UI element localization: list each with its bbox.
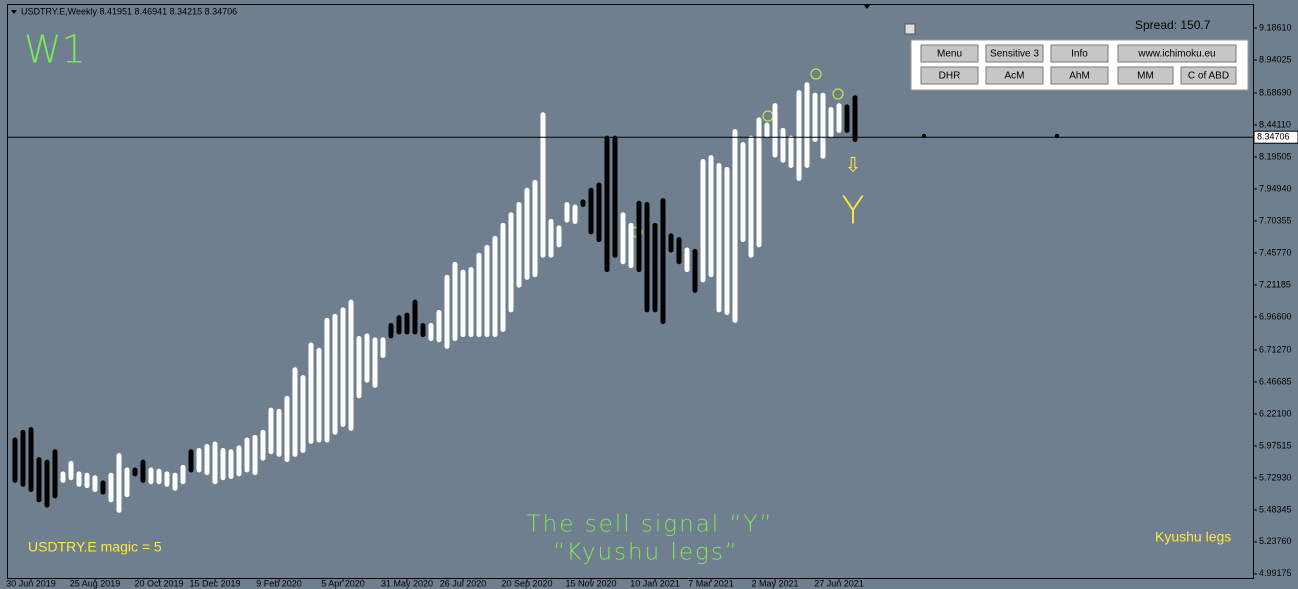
y-tick-label: 5.72930	[1259, 472, 1292, 482]
button-face[interactable]	[1117, 66, 1174, 85]
x-tick-label: 31 May 2020	[381, 578, 433, 588]
button-label[interactable]: C of ABD	[1188, 71, 1229, 82]
y-tick-label: 8.94025	[1259, 54, 1292, 64]
panel-button[interactable]: C of ABD	[1180, 66, 1237, 85]
panel-button[interactable]: www.ichimoku.eu	[1117, 44, 1237, 63]
signal-letter: Y	[841, 189, 864, 233]
y-tick-label: 8.19505	[1259, 151, 1292, 161]
y-tick-label: 8.44110	[1259, 119, 1291, 129]
smiley	[810, 68, 822, 80]
button-face[interactable]	[1180, 66, 1237, 85]
x-tick-label: 20 Sep 2020	[501, 578, 552, 588]
panel-button[interactable]: AhM	[1050, 66, 1109, 85]
y-tick-label: 7.94940	[1259, 183, 1292, 193]
caption-line: “Kyushu legs”	[553, 540, 739, 566]
shift-marker	[863, 4, 871, 9]
button-label[interactable]: www.ichimoku.eu	[1137, 49, 1215, 60]
panel-button[interactable]: Menu	[920, 44, 979, 63]
panel-button[interactable]: MM	[1117, 66, 1174, 85]
button-face[interactable]	[985, 66, 1044, 85]
x-tick-label: 15 Dec 2019	[189, 578, 240, 588]
button-label[interactable]: DHR	[939, 71, 961, 82]
x-tick-label: 5 Apr 2020	[321, 578, 365, 588]
current-price-box	[1253, 130, 1298, 144]
y-tick-label: 4.99175	[1259, 568, 1292, 578]
button-label[interactable]: MM	[1137, 71, 1154, 82]
x-tick-label: 15 Nov 2020	[565, 578, 616, 588]
x-tick-label: 2 May 2021	[751, 578, 798, 588]
y-tick-label: 6.46685	[1259, 376, 1292, 386]
x-tick-label: 26 Jul 2020	[440, 578, 487, 588]
x-tick-label: 10 Jan 2021	[630, 578, 680, 588]
button-label[interactable]: Info	[1071, 49, 1088, 60]
button-face[interactable]	[1050, 44, 1109, 63]
y-tick-label: 7.70355	[1259, 215, 1292, 225]
y-tick-label: 8.68690	[1259, 87, 1292, 97]
x-tick-label: 7 Mar 2021	[688, 578, 734, 588]
button-face[interactable]	[920, 44, 979, 63]
panel-toggle[interactable]	[904, 23, 916, 35]
smiley	[832, 88, 844, 100]
y-tick-label: 9.18610	[1259, 22, 1292, 32]
y-tick-label: 5.97515	[1259, 440, 1292, 450]
x-tick-label: 20 Oct 2019	[134, 578, 183, 588]
magic-label: USDTRY.E magic = 5	[28, 539, 162, 555]
button-label[interactable]: AcM	[1005, 71, 1025, 82]
button-face[interactable]	[1050, 66, 1109, 85]
button-face[interactable]	[1117, 44, 1237, 63]
panel-button[interactable]: Info	[1050, 44, 1109, 63]
x-tick-label: 9 Feb 2020	[256, 578, 302, 588]
y-tick-label: 5.23760	[1259, 536, 1292, 546]
current-price-label: 8.34706	[1257, 132, 1290, 142]
x-tick-label: 27 Jun 2021	[814, 578, 864, 588]
button-face[interactable]	[985, 44, 1044, 63]
x-tick-label: 25 Aug 2019	[70, 578, 121, 588]
button-label[interactable]: AhM	[1069, 71, 1090, 82]
corner-label: Kyushu legs	[1155, 529, 1231, 545]
panel-button[interactable]: AcM	[985, 66, 1044, 85]
x-tick-label: 30 Jun 2019	[6, 578, 56, 588]
plot-frame	[7, 4, 1254, 579]
panel-button[interactable]: Sensitive 3	[985, 44, 1044, 63]
caption-line: The sell signal “Y”	[527, 512, 774, 538]
timeframe: W1	[24, 28, 86, 72]
spread: Spread: 150.7	[1135, 18, 1211, 32]
y-tick-label: 6.96600	[1259, 311, 1292, 321]
button-label[interactable]: Menu	[937, 49, 962, 60]
y-tick-label: 6.71270	[1259, 344, 1292, 354]
y-tick-label: 5.48345	[1259, 504, 1292, 514]
panel-button[interactable]: DHR	[920, 66, 979, 85]
button-face[interactable]	[920, 66, 979, 85]
y-tick-label: 7.45770	[1259, 247, 1292, 257]
y-tick-label: 6.22100	[1259, 408, 1292, 418]
y-tick-label: 7.21185	[1259, 279, 1291, 289]
title-arrow	[11, 10, 17, 14]
chart-title: USDTRY.E,Weekly 8.41951 8.46941 8.34215 …	[21, 6, 237, 16]
signal-arrow: ⇩	[845, 154, 862, 176]
button-label[interactable]: Sensitive 3	[990, 49, 1039, 60]
